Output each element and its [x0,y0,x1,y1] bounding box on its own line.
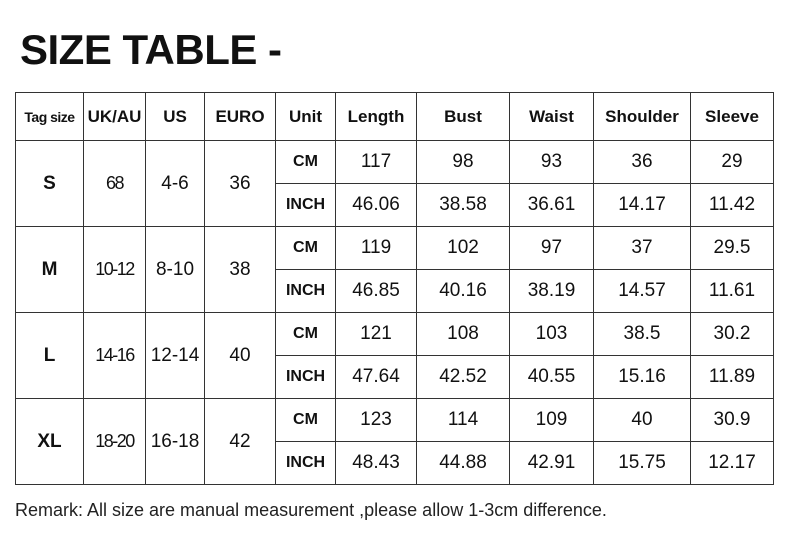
column-header: Sleeve [690,92,774,141]
page-title: SIZE TABLE - [20,26,282,73]
measurement-cell: 14.17 [593,183,691,227]
table-row: INCH 46.85 40.16 38.19 14.57 11.61 [16,269,774,313]
euro-cell: 40 [204,312,276,399]
table-row: INCH 47.64 42.52 40.55 15.16 11.89 [16,355,774,399]
measurement-cell: 40.16 [416,269,510,313]
column-header: Tag size [15,92,84,141]
unit-cell: CM [275,398,336,442]
measurement-cell: 11.42 [690,183,774,227]
tag-size-cell: L [15,312,84,399]
size-table: Tag size UK/AU US EURO Unit Length Bust Waist Sh… [15,92,774,485]
measurement-cell: 29.5 [690,226,774,270]
unit-cell: CM [275,312,336,356]
unit-cell: INCH [275,355,336,399]
measurement-cell: 15.75 [593,441,691,485]
measurement-cell: 29 [690,140,774,184]
measurement-cell: 37 [593,226,691,270]
measurement-cell: 12.17 [690,441,774,485]
table-row: S 68 4-6 36 CM 117 98 93 36 29 [15,140,774,227]
measurement-cell: 97 [509,226,594,270]
measurement-cell: 40.55 [509,355,594,399]
measurement-cell: 11.61 [690,269,774,313]
header-row: Tag size UK/AU US EURO Unit Length Bust Waist Sh… [15,92,774,141]
measurement-cell: 117 [335,140,417,184]
tag-size-cell: S [15,140,84,227]
remark-text: Remark: All size are manual measurement … [15,500,607,520]
measurement-cell: 123 [335,398,417,442]
table-row: INCH 46.06 38.58 36.61 14.17 11.42 [16,183,774,227]
measurement-cell: 102 [416,226,510,270]
us-cell: 4-6 [145,140,205,227]
column-header: Shoulder [593,92,691,141]
table-row: XL 18-20 16-18 42 CM 123 114 109 40 30.9 [15,398,774,485]
measurement-cell: 30.9 [690,398,774,442]
unit-cell: INCH [275,269,336,313]
tag-size-cell: M [15,226,84,313]
measurement-cell: 121 [335,312,417,356]
measurement-cell: 38.58 [416,183,510,227]
unit-cell: CM [275,140,336,184]
unit-cell: INCH [275,441,336,485]
measurement-cell: 40 [593,398,691,442]
measurement-cell: 11.89 [690,355,774,399]
measurement-cell: 42.52 [416,355,510,399]
measurement-cell: 38.19 [509,269,594,313]
column-header: Length [335,92,417,141]
euro-cell: 38 [204,226,276,313]
measurement-cell: 47.64 [335,355,417,399]
column-header: UK/AU [83,92,146,141]
measurement-cell: 44.88 [416,441,510,485]
table-row: M 10-12 8-10 38 CM 119 102 97 37 29.5 [15,226,774,313]
measurement-cell: 14.57 [593,269,691,313]
measurement-cell: 38.5 [593,312,691,356]
tag-size-cell: XL [15,398,84,485]
column-header: US [145,92,205,141]
column-header: Waist [509,92,594,141]
column-header: EURO [204,92,276,141]
euro-cell: 36 [204,140,276,227]
measurement-cell: 103 [509,312,594,356]
unit-cell: INCH [275,183,336,227]
measurement-cell: 48.43 [335,441,417,485]
measurement-cell: 30.2 [690,312,774,356]
column-header: Bust [416,92,510,141]
column-header: Unit [275,92,336,141]
measurement-cell: 114 [416,398,510,442]
uk-au-cell: 18-20 [83,398,146,485]
us-cell: 8-10 [145,226,205,313]
us-cell: 12-14 [145,312,205,399]
measurement-cell: 46.06 [335,183,417,227]
table-row: INCH 48.43 44.88 42.91 15.75 12.17 [16,441,774,485]
measurement-cell: 36 [593,140,691,184]
measurement-cell: 36.61 [509,183,594,227]
euro-cell: 42 [204,398,276,485]
measurement-cell: 109 [509,398,594,442]
measurement-cell: 93 [509,140,594,184]
measurement-cell: 98 [416,140,510,184]
table-row: L 14-16 12-14 40 CM 121 108 103 38.5 30.2 [15,312,774,399]
us-cell: 16-18 [145,398,205,485]
measurement-cell: 119 [335,226,417,270]
uk-au-cell: 10-12 [83,226,146,313]
measurement-cell: 108 [416,312,510,356]
measurement-cell: 46.85 [335,269,417,313]
measurement-cell: 42.91 [509,441,594,485]
unit-cell: CM [275,226,336,270]
measurement-cell: 15.16 [593,355,691,399]
uk-au-cell: 68 [83,140,146,227]
uk-au-cell: 14-16 [83,312,146,399]
